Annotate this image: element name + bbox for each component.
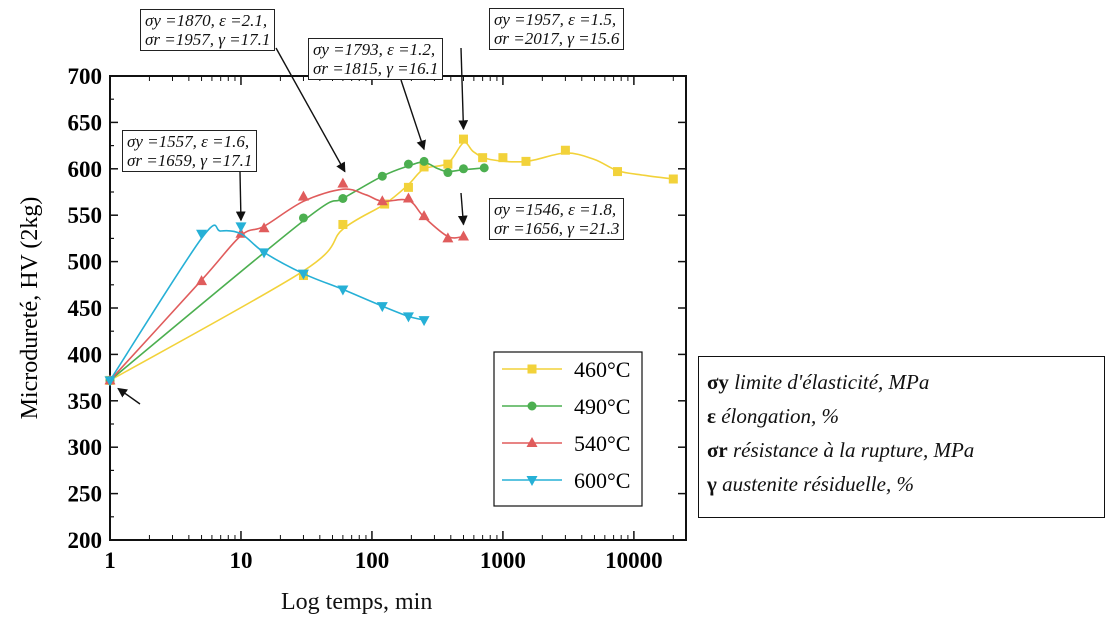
x-tick-label: 10 — [229, 548, 252, 573]
data-point-540 — [297, 190, 309, 201]
annotation-870c: σy =1870, ε =2.1, σr =1957, γ =17.1 — [140, 9, 276, 51]
symbol-legend: σy limite d'élasticité, MPa ε élongation… — [698, 356, 1105, 518]
legend-label-540: 540°C — [574, 431, 630, 456]
data-point-490 — [298, 213, 308, 223]
symbol-desc: limite d'élasticité, MPa — [734, 370, 930, 394]
annotation-line: σy =1793, ε =1.2, — [313, 40, 436, 59]
legend-marker-490 — [527, 401, 537, 411]
y-tick-label: 500 — [68, 250, 103, 275]
symbol-legend-row: ε élongation, % — [707, 399, 1104, 433]
symbol-legend-row: σy limite d'élasticité, MPa — [707, 365, 1104, 399]
y-tick-label: 250 — [68, 482, 103, 507]
annotation-arrow — [458, 47, 469, 131]
annotation-line: σr =2017, γ =15.6 — [494, 29, 620, 48]
data-point-460 — [338, 219, 348, 229]
y-tick-label: 650 — [68, 110, 103, 135]
symbol-desc: résistance à la rupture, MPa — [733, 438, 975, 462]
annotation-line: σr =1656, γ =21.3 — [494, 219, 620, 238]
y-tick-label: 300 — [68, 435, 103, 460]
symbol-label: σr — [707, 438, 728, 462]
data-point-600 — [104, 376, 116, 387]
series-line-460 — [109, 141, 674, 382]
annotation-1957: σy =1957, ε =1.5, σr =2017, γ =15.6 — [489, 8, 625, 50]
data-point-540 — [376, 195, 388, 206]
annotation-line: σy =1957, ε =1.5, — [494, 10, 617, 29]
x-tick-label: 10000 — [605, 548, 663, 573]
data-point-540 — [258, 222, 270, 233]
y-axis-title: Microdureté, HV (2kg) — [17, 197, 43, 420]
legend-marker-460 — [527, 364, 537, 374]
data-point-460 — [419, 162, 429, 172]
data-point-460 — [560, 145, 570, 155]
data-point-600 — [258, 248, 270, 259]
data-point-540 — [337, 177, 349, 188]
annotation-line: σy =1546, ε =1.8, — [494, 200, 617, 219]
annotation-line: σr =1659, γ =17.1 — [127, 151, 253, 170]
y-tick-label: 200 — [68, 528, 103, 553]
symbol-label: ε — [707, 404, 716, 428]
legend-label-490: 490°C — [574, 394, 630, 419]
y-tick-label: 700 — [68, 64, 103, 89]
data-point-540 — [457, 230, 469, 241]
y-tick-label: 400 — [68, 342, 103, 367]
data-point-600 — [337, 285, 349, 296]
annotation-arrow — [117, 387, 141, 405]
annotation-1557: σy =1557, ε =1.6, σr =1659, γ =17.1 — [122, 130, 258, 172]
symbol-desc: élongation, % — [721, 404, 840, 428]
annotation-arrow — [400, 79, 426, 151]
data-point-600 — [235, 222, 247, 233]
data-point-460 — [521, 156, 531, 166]
symbol-legend-row: γ austenite résiduelle, % — [707, 467, 1104, 501]
annotation-line: σr =1815, γ =16.1 — [313, 59, 439, 78]
symbol-label: γ — [707, 472, 717, 496]
symbol-label: σy — [707, 370, 729, 394]
y-tick-label: 450 — [68, 296, 103, 321]
annotation-arrow — [235, 171, 246, 222]
annotation-line: σy =1870, ε =2.1, — [145, 11, 268, 30]
data-point-490 — [443, 168, 453, 178]
data-point-460 — [668, 174, 678, 184]
legend-label-600: 600°C — [574, 468, 630, 493]
x-axis-title: Log temps, min — [281, 589, 433, 615]
data-point-460 — [458, 134, 468, 144]
annotation-arrow — [457, 192, 468, 226]
data-point-490 — [479, 163, 489, 173]
data-point-460 — [613, 167, 623, 177]
data-point-490 — [458, 164, 468, 174]
annotation-line: σy =1557, ε =1.6, — [127, 132, 250, 151]
annotation-arrow — [275, 47, 346, 173]
legend-label-460: 460°C — [574, 357, 630, 382]
symbol-legend-row: σr résistance à la rupture, MPa — [707, 433, 1104, 467]
data-point-540 — [418, 210, 430, 221]
y-tick-label: 600 — [68, 157, 103, 182]
data-point-540 — [196, 275, 208, 286]
data-point-600 — [402, 312, 414, 323]
annotation-1546: σy =1546, ε =1.8, σr =1656, γ =21.3 — [489, 198, 625, 240]
data-point-490 — [377, 171, 387, 181]
data-point-460 — [403, 182, 413, 192]
data-point-460 — [478, 153, 488, 163]
y-tick-label: 350 — [68, 389, 103, 414]
y-tick-label: 550 — [68, 203, 103, 228]
data-point-600 — [297, 269, 309, 280]
data-point-490 — [338, 193, 348, 203]
data-point-490 — [403, 159, 413, 169]
symbol-desc: austenite résiduelle, % — [722, 472, 914, 496]
data-point-600 — [196, 229, 208, 240]
data-point-600 — [418, 316, 430, 327]
data-point-600 — [376, 302, 388, 313]
annotation-line: σr =1957, γ =17.1 — [145, 30, 271, 49]
data-point-540 — [402, 192, 414, 203]
x-tick-label: 1 — [104, 548, 116, 573]
legend-marker-600 — [526, 476, 538, 486]
annotation-1793: σy =1793, ε =1.2, σr =1815, γ =16.1 — [308, 38, 444, 80]
x-tick-label: 100 — [355, 548, 390, 573]
x-tick-label: 1000 — [480, 548, 526, 573]
data-point-460 — [443, 159, 453, 169]
legend-marker-540 — [526, 437, 538, 447]
data-point-460 — [498, 153, 508, 163]
data-point-490 — [419, 156, 429, 166]
data-point-540 — [442, 232, 454, 243]
